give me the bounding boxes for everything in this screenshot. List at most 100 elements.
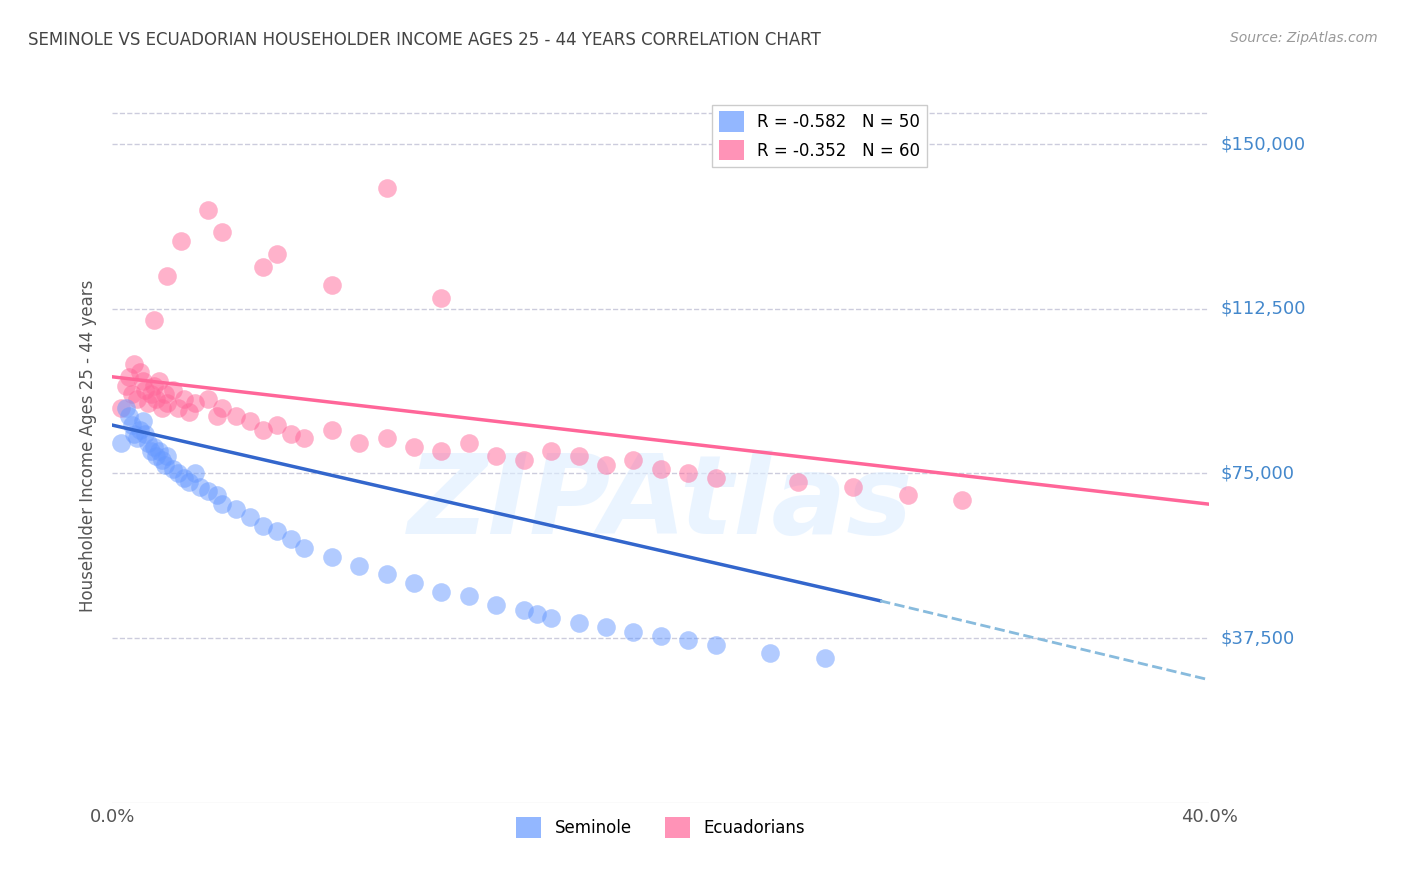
Point bbox=[127, 431, 149, 445]
Point bbox=[211, 401, 233, 415]
Point bbox=[150, 453, 173, 467]
Point bbox=[124, 426, 146, 441]
Point bbox=[266, 247, 288, 261]
Point bbox=[167, 467, 190, 481]
Point bbox=[568, 449, 591, 463]
Point bbox=[136, 396, 159, 410]
Point bbox=[650, 462, 672, 476]
Point bbox=[131, 414, 153, 428]
Text: $75,000: $75,000 bbox=[1220, 465, 1295, 483]
Point bbox=[179, 475, 201, 490]
Point bbox=[124, 357, 146, 371]
Point bbox=[266, 524, 288, 538]
Point bbox=[197, 392, 219, 406]
Point bbox=[197, 202, 219, 217]
Point bbox=[115, 378, 138, 392]
Point bbox=[179, 405, 201, 419]
Point bbox=[183, 467, 207, 481]
Point bbox=[349, 435, 371, 450]
Point bbox=[280, 533, 302, 547]
Point bbox=[485, 449, 508, 463]
Point bbox=[430, 444, 453, 458]
Point bbox=[162, 383, 184, 397]
Point bbox=[173, 392, 195, 406]
Point bbox=[156, 396, 179, 410]
Point bbox=[678, 633, 700, 648]
Point bbox=[842, 480, 865, 494]
Legend: Seminole, Ecuadorians: Seminole, Ecuadorians bbox=[510, 811, 811, 845]
Point bbox=[139, 444, 162, 458]
Point bbox=[188, 480, 211, 494]
Point bbox=[294, 541, 316, 555]
Point bbox=[156, 449, 179, 463]
Point bbox=[513, 453, 536, 467]
Point bbox=[142, 312, 165, 326]
Text: SEMINOLE VS ECUADORIAN HOUSEHOLDER INCOME AGES 25 - 44 YEARS CORRELATION CHART: SEMINOLE VS ECUADORIAN HOUSEHOLDER INCOM… bbox=[28, 31, 821, 49]
Point bbox=[952, 492, 974, 507]
Point bbox=[540, 611, 562, 625]
Point bbox=[650, 629, 672, 643]
Point bbox=[162, 462, 184, 476]
Point bbox=[787, 475, 810, 490]
Point bbox=[129, 423, 152, 437]
Point bbox=[540, 444, 562, 458]
Point bbox=[239, 414, 262, 428]
Point bbox=[621, 453, 644, 467]
Point bbox=[621, 624, 644, 639]
Point bbox=[704, 471, 727, 485]
Point bbox=[197, 483, 219, 498]
Point bbox=[167, 401, 190, 415]
Point bbox=[252, 423, 274, 437]
Point bbox=[148, 444, 170, 458]
Text: Source: ZipAtlas.com: Source: ZipAtlas.com bbox=[1230, 31, 1378, 45]
Point bbox=[404, 576, 426, 591]
Point bbox=[458, 435, 481, 450]
Point bbox=[568, 615, 591, 630]
Point bbox=[294, 431, 316, 445]
Point bbox=[134, 383, 156, 397]
Point bbox=[375, 567, 398, 582]
Point bbox=[211, 225, 233, 239]
Point bbox=[142, 440, 165, 454]
Point bbox=[134, 426, 156, 441]
Point bbox=[211, 497, 233, 511]
Point bbox=[115, 401, 138, 415]
Text: $37,500: $37,500 bbox=[1220, 629, 1295, 647]
Point bbox=[139, 387, 162, 401]
Point bbox=[153, 458, 176, 472]
Point bbox=[118, 409, 141, 424]
Point bbox=[239, 510, 262, 524]
Point bbox=[595, 458, 617, 472]
Point bbox=[321, 277, 343, 292]
Point bbox=[145, 449, 167, 463]
Point bbox=[153, 387, 176, 401]
Point bbox=[485, 598, 508, 612]
Point bbox=[173, 471, 195, 485]
Point bbox=[225, 409, 247, 424]
Point bbox=[897, 488, 920, 502]
Point bbox=[430, 291, 453, 305]
Point bbox=[131, 374, 153, 388]
Point bbox=[526, 607, 548, 621]
Point bbox=[118, 369, 141, 384]
Point bbox=[225, 501, 247, 516]
Point bbox=[156, 268, 179, 283]
Point bbox=[404, 440, 426, 454]
Point bbox=[759, 647, 782, 661]
Point bbox=[280, 426, 302, 441]
Point bbox=[349, 558, 371, 573]
Point bbox=[252, 260, 274, 274]
Point bbox=[375, 181, 398, 195]
Point bbox=[252, 519, 274, 533]
Point bbox=[136, 435, 159, 450]
Point bbox=[205, 409, 228, 424]
Point bbox=[121, 418, 143, 433]
Point bbox=[266, 418, 288, 433]
Point bbox=[145, 392, 167, 406]
Point bbox=[595, 620, 617, 634]
Text: $150,000: $150,000 bbox=[1220, 135, 1305, 153]
Text: ZIPAtlas: ZIPAtlas bbox=[408, 450, 914, 557]
Point bbox=[150, 401, 173, 415]
Point bbox=[704, 638, 727, 652]
Point bbox=[183, 396, 207, 410]
